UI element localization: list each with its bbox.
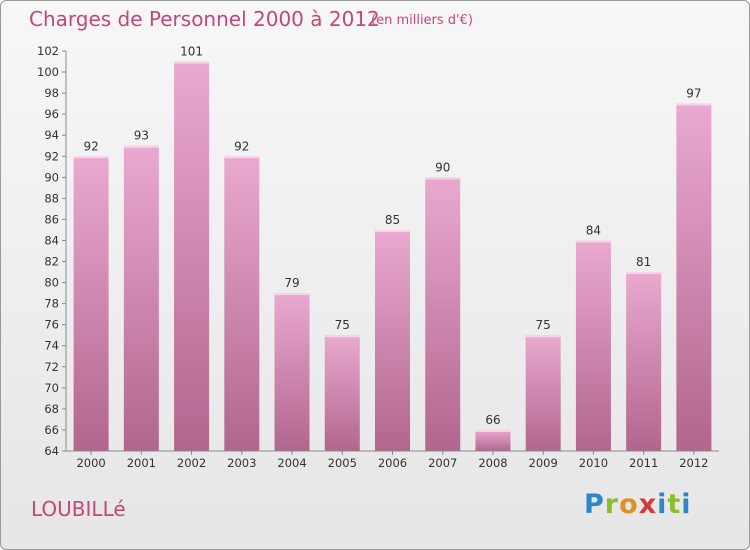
y-tick-label: 92 [44, 149, 59, 163]
x-tick-label: 2000 [76, 456, 105, 470]
x-axis: 2000 2001 2002 2003 2004 2005 2006 2007 2008 2009… [66, 450, 719, 470]
y-axis: 64 66 68 70 72 74 76 78 80 82 84 86 88 90 92 94 96 98 100 1… [37, 44, 67, 458]
x-tick-label: 2011 [629, 456, 658, 470]
logo-letter: x [638, 489, 658, 520]
bar-highlight [123, 145, 159, 148]
bar [676, 103, 712, 451]
bar-value-label: 92 [83, 139, 98, 153]
logo-letter: r [604, 489, 620, 520]
chart-title: Charges de Personnel 2000 à 2012 [29, 7, 380, 31]
y-tick-label: 94 [44, 128, 59, 142]
bar-highlight [475, 429, 511, 432]
bar [575, 240, 611, 451]
y-tick-label: 66 [44, 423, 59, 437]
x-tick-label: 2004 [277, 456, 306, 470]
bar-value-label: 92 [234, 139, 249, 153]
y-tick-label: 98 [44, 86, 59, 100]
x-tick-label: 2002 [177, 456, 206, 470]
proxiti-logo: Proxiti [584, 489, 692, 520]
logo-letter: o [619, 489, 639, 520]
x-tick-label: 2001 [127, 456, 156, 470]
x-tick-label: 2007 [428, 456, 457, 470]
bar-value-label: 101 [180, 45, 203, 59]
x-tick-label: 2006 [378, 456, 407, 470]
y-tick-label: 82 [44, 255, 59, 269]
bar-value-label: 84 [586, 223, 601, 237]
bar-value-label: 93 [134, 129, 149, 143]
bar-highlight [575, 240, 611, 243]
bar [123, 145, 159, 451]
y-tick-label: 68 [44, 402, 59, 416]
bar-value-label: 90 [435, 160, 450, 174]
logo-letter: P [584, 489, 605, 520]
y-tick-label: 102 [37, 44, 59, 58]
y-tick-label: 100 [37, 65, 59, 79]
y-tick-label: 96 [44, 107, 59, 121]
logo-letter: i [657, 489, 668, 520]
bar [274, 293, 310, 451]
y-tick-label: 78 [44, 297, 59, 311]
bar [475, 429, 511, 451]
bar-highlight [274, 293, 310, 296]
bar [174, 61, 210, 452]
chart-subtitle: (en milliers d'€) [371, 13, 473, 28]
x-tick-label: 2010 [579, 456, 608, 470]
bar-value-label: 97 [686, 87, 701, 101]
x-tick-label: 2008 [478, 456, 507, 470]
bar-highlight [626, 272, 662, 275]
y-tick-label: 80 [44, 276, 59, 290]
bar-highlight [324, 335, 360, 338]
y-tick-label: 70 [44, 381, 59, 395]
commune-name: LOUBILLé [31, 497, 126, 521]
y-tick-label: 84 [44, 233, 59, 247]
bar-highlight [425, 177, 461, 180]
logo-letter: t [667, 489, 682, 520]
y-tick-label: 86 [44, 212, 59, 226]
y-tick-label: 90 [44, 170, 59, 184]
bar [73, 156, 109, 451]
bar [224, 156, 260, 451]
bar-highlight [73, 156, 109, 159]
bars: 92 93 101 92 79 75 85 90 66 75 84 81 97 [73, 45, 712, 452]
x-tick-label: 2009 [529, 456, 558, 470]
bar-value-label: 85 [385, 213, 400, 227]
bar [525, 335, 561, 451]
x-tick-label: 2003 [227, 456, 256, 470]
bar [626, 272, 662, 451]
x-tick-label: 2005 [328, 456, 357, 470]
y-tick-label: 76 [44, 318, 59, 332]
x-tick-label: 2012 [679, 456, 708, 470]
bar-highlight [174, 61, 210, 64]
bar-value-label: 66 [485, 413, 500, 427]
bar-value-label: 81 [636, 255, 651, 269]
bar-highlight [676, 103, 712, 106]
bar-value-label: 75 [335, 318, 350, 332]
bar [425, 177, 461, 451]
y-tick-label: 74 [44, 339, 59, 353]
y-tick-label: 64 [44, 444, 59, 458]
bar [375, 229, 410, 451]
y-tick-label: 72 [44, 360, 59, 374]
bar-value-label: 79 [284, 276, 299, 290]
bar-highlight [375, 229, 410, 232]
logo-letter: i [681, 489, 692, 520]
bar-highlight [224, 156, 260, 159]
y-tick-label: 88 [44, 191, 59, 205]
bar [324, 335, 360, 451]
bar-highlight [525, 335, 561, 338]
bar-value-label: 75 [536, 318, 551, 332]
